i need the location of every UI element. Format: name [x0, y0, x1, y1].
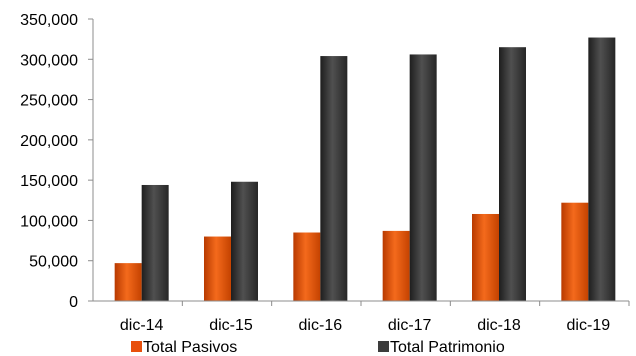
y-tick-label: 150,000 — [20, 173, 78, 190]
bar-total-pasivos-dic-16 — [293, 232, 321, 301]
y-tick-label: 100,000 — [20, 213, 78, 230]
bar-total-pasivos-dic-14 — [114, 263, 142, 301]
bar-total-pasivos-dic-19 — [561, 202, 589, 301]
bar-total-patrimonio-dic-15 — [231, 181, 258, 301]
x-axis: dic-14 dic-15 dic-16 dic-17 dic-18 dic-19 — [93, 300, 630, 334]
legend-swatch-total-pasivos — [131, 341, 142, 352]
y-axis: 0 50,000 100,000 150,000 200,000 250,000 300,0… — [20, 12, 94, 311]
bar-total-patrimonio-dic-16 — [320, 56, 348, 301]
bar-total-pasivos-dic-18 — [472, 213, 499, 301]
bar-total-pasivos-dic-17 — [382, 230, 410, 301]
legend: Total Pasivos Total Patrimonio — [131, 339, 505, 356]
y-tick-label: 250,000 — [20, 93, 78, 110]
y-tick-label: 0 — [69, 294, 78, 311]
x-tick-label: dic-17 — [388, 317, 432, 334]
y-tick-label: 300,000 — [20, 52, 78, 69]
bars — [114, 37, 616, 302]
bar-total-patrimonio-dic-14 — [141, 184, 169, 301]
bar-total-patrimonio-dic-19 — [588, 37, 616, 301]
bar-total-patrimonio-dic-18 — [499, 47, 526, 302]
bar-total-pasivos-dic-15 — [204, 236, 231, 301]
x-tick-label: dic-14 — [120, 317, 164, 334]
legend-label-total-patrimonio: Total Patrimonio — [390, 339, 505, 356]
bar-total-patrimonio-dic-17 — [409, 54, 437, 301]
x-tick-label: dic-15 — [209, 317, 253, 334]
x-tick-label: dic-16 — [299, 317, 343, 334]
legend-swatch-total-patrimonio — [378, 341, 389, 352]
y-tick-label: 50,000 — [29, 254, 78, 271]
y-tick-label: 200,000 — [20, 133, 78, 150]
y-tick-label: 350,000 — [20, 12, 78, 29]
x-tick-label: dic-19 — [567, 317, 611, 334]
x-tick-label: dic-18 — [477, 317, 521, 334]
legend-label-total-pasivos: Total Pasivos — [143, 339, 237, 356]
